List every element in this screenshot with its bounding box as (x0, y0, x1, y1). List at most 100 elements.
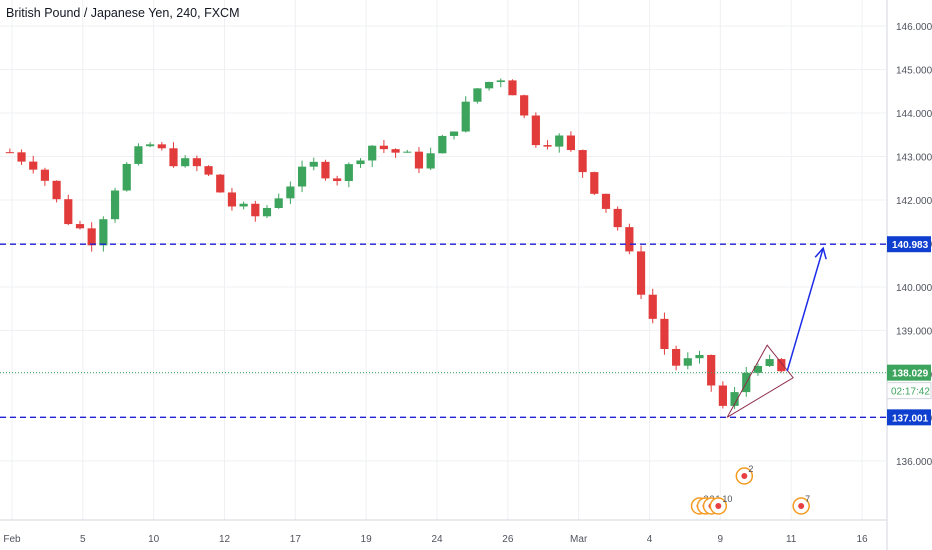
candle-body (344, 164, 353, 182)
price-label: 138.029 (892, 369, 929, 380)
event-dot (715, 503, 722, 509)
candle-body (683, 358, 692, 366)
candle-body (391, 149, 400, 153)
candle-body (695, 354, 704, 359)
candle-body (64, 199, 73, 225)
x-tick-label: 24 (431, 534, 443, 545)
x-tick-label: 26 (502, 534, 514, 545)
y-tick-label: 136.000 (896, 457, 932, 468)
triangle-pattern (726, 344, 794, 418)
x-tick-label: 11 (786, 534, 797, 545)
x-tick-label: 12 (219, 534, 231, 545)
candle-body (251, 203, 260, 217)
event-count: 7 (805, 494, 810, 504)
x-tick-label: 10 (148, 534, 160, 545)
y-tick-label: 145.000 (896, 66, 932, 77)
horizontal-levels (0, 243, 886, 419)
candle-body (718, 385, 727, 406)
candle-body (625, 227, 634, 252)
event-count: 2 (748, 464, 753, 474)
candle-body (239, 203, 248, 207)
candle-body (403, 151, 412, 153)
candle-body (473, 88, 482, 102)
price-label-box (887, 236, 931, 253)
chart-title: British Pound / Japanese Yen, 240, FXCM (6, 6, 240, 20)
candle-body (496, 80, 505, 82)
y-tick-label: 139.000 (896, 326, 932, 337)
x-tick-label: 9 (718, 534, 724, 545)
candle-body (134, 146, 143, 164)
x-tick-label: Mar (570, 534, 588, 545)
arrow-head (814, 246, 827, 260)
candle-body (29, 161, 38, 170)
candle-body (648, 294, 657, 319)
x-tick-label: 17 (290, 534, 302, 545)
candle-body (146, 144, 155, 147)
countdown-box (886, 382, 932, 400)
x-tick-label: 5 (80, 534, 86, 545)
candle-body (672, 348, 681, 366)
candle-body (485, 81, 494, 89)
candle-body (309, 161, 318, 167)
candle-body (707, 354, 716, 386)
candle-body (508, 80, 517, 96)
candle-body (636, 251, 646, 295)
candle-body (122, 163, 131, 191)
candle-body (216, 174, 225, 193)
x-tick-label: Feb (3, 534, 21, 545)
candle-body (566, 135, 576, 151)
candle-body (520, 95, 529, 116)
x-tick-label: 4 (647, 534, 653, 545)
x-tick-label: 19 (361, 534, 373, 545)
candle-body (777, 359, 786, 372)
candle-body (590, 172, 599, 194)
candle-body (204, 166, 213, 175)
candle-body (274, 198, 283, 208)
chart-grid (0, 0, 886, 520)
candle-body (321, 161, 330, 179)
candle-body (461, 101, 470, 132)
price-label-box (887, 409, 931, 426)
candle-body (555, 135, 564, 147)
candle-body (192, 158, 201, 167)
x-tick-label: 16 (856, 534, 868, 545)
candle-body (297, 166, 307, 187)
candle-body (543, 145, 552, 147)
candle-body (356, 160, 365, 165)
candle-body (5, 152, 14, 154)
y-tick-label: 144.000 (896, 109, 932, 120)
y-tick-label: 140.000 (896, 283, 932, 294)
candle-body (449, 131, 459, 136)
candle-body (414, 151, 424, 169)
candle-body (157, 144, 166, 149)
projection-arrow (786, 248, 824, 372)
candle-body (227, 192, 237, 207)
event-count: 10 (722, 494, 732, 504)
candle-body (17, 152, 26, 162)
candle-body (169, 148, 178, 167)
candle-body (75, 224, 85, 229)
candle-body (52, 180, 61, 200)
candle-body (40, 169, 50, 181)
economic-events[interactable]: 2311027 (690, 464, 811, 515)
countdown-label: 02:17:42 (891, 387, 930, 398)
candle-body (99, 219, 108, 246)
candle-body (531, 115, 540, 146)
candle-body (181, 158, 190, 167)
candle-body (613, 208, 622, 228)
event-dot (741, 473, 748, 479)
candle-body (601, 193, 611, 209)
candle-body (110, 190, 120, 220)
y-tick-label: 143.000 (896, 153, 932, 164)
y-tick-label: 142.000 (896, 196, 932, 207)
candle-body (87, 228, 96, 246)
candle-body (333, 178, 342, 182)
candle-body (426, 153, 435, 169)
candle-body (286, 186, 295, 199)
candle-body (730, 392, 739, 406)
candle-body (438, 135, 447, 154)
candle-body (753, 365, 763, 373)
candle-body (262, 207, 272, 217)
